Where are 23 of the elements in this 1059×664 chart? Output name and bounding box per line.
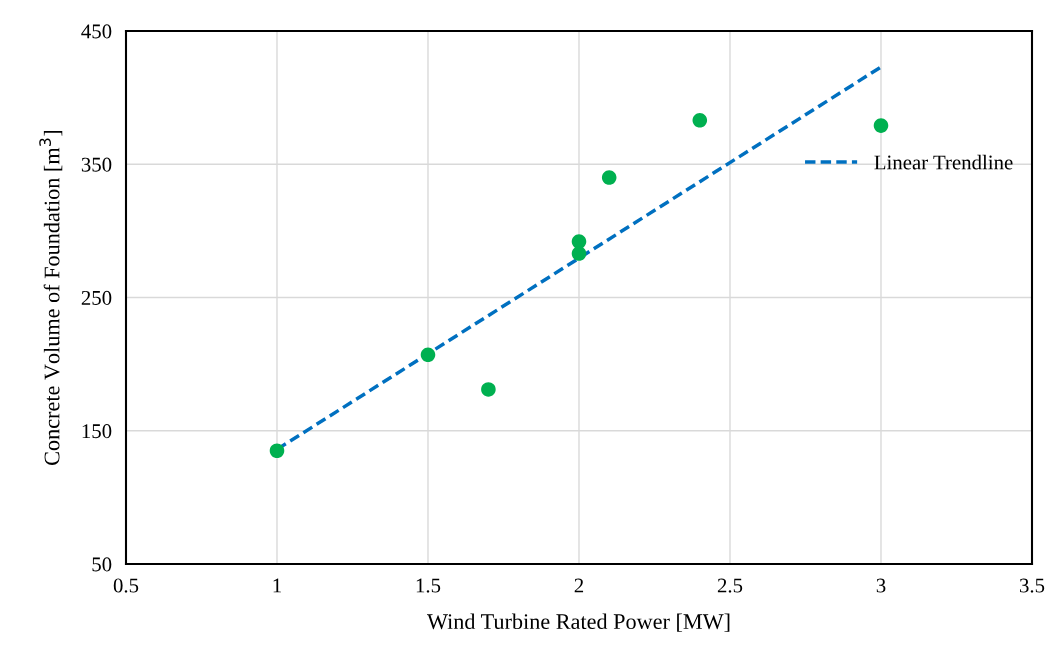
y-axis-title: Concrete Volume of Foundation [m$^{3}$]: [39, 130, 63, 465]
point: [571, 234, 587, 249]
x-tick-label: 0.5: [113, 578, 139, 593]
x-tick-label: 2: [574, 578, 584, 593]
x-tick-label: 3.5: [1019, 578, 1045, 593]
point: [269, 443, 285, 459]
x-tick-label: 3: [876, 578, 886, 593]
y-tick-label: 150: [82, 424, 112, 439]
point: [481, 382, 496, 397]
y-tick-label: 250: [81, 290, 112, 305]
y-tick-label: 450: [81, 24, 112, 39]
x-tick-label: 2.5: [717, 578, 743, 593]
x-axis-title: Wind Turbine Rated Power [MW]: [427, 613, 730, 632]
x-tick-label: 1: [273, 578, 281, 593]
point: [873, 118, 889, 133]
point: [420, 347, 436, 363]
y-tick-label: 50: [92, 557, 112, 572]
legend-label: Linear Trendline: [874, 154, 1013, 170]
y-tick-label: 350: [81, 157, 112, 172]
point: [692, 112, 708, 128]
x-tick-label: 1.5: [416, 578, 441, 593]
point: [601, 170, 617, 185]
point: [571, 246, 587, 261]
